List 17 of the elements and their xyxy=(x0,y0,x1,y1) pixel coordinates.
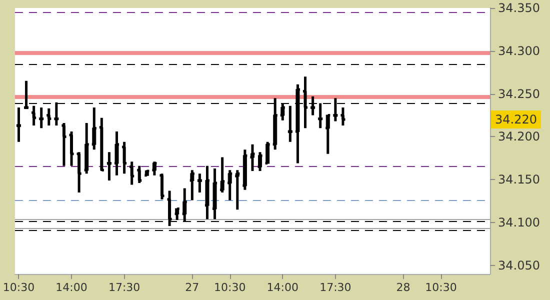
x-tick-label: 17:30 xyxy=(108,281,140,294)
x-tick-label: 10:30 xyxy=(2,281,35,294)
text: 34.220 xyxy=(495,112,537,127)
y-tick-label: 34.200 xyxy=(498,130,540,144)
y-tick-label: 34.100 xyxy=(498,216,540,230)
x-tick-label: 10:30 xyxy=(214,281,246,294)
x-tick-label: 14:00 xyxy=(266,281,298,294)
y-tick-label: 34.250 xyxy=(498,86,540,101)
y-tick-label: 34.350 xyxy=(498,1,540,15)
x-tick-label: 10:30 xyxy=(425,281,457,294)
x-tick-label: 17:30 xyxy=(320,281,352,294)
x-tick-label: 28 xyxy=(396,281,410,294)
y-tick-label: 34.050 xyxy=(498,258,540,272)
x-tick-label: 14:00 xyxy=(56,281,88,294)
y-tick-label: 34.150 xyxy=(498,172,540,187)
y-tick-label: 34.300 xyxy=(498,44,540,58)
x-tick-label: 27 xyxy=(185,281,200,294)
